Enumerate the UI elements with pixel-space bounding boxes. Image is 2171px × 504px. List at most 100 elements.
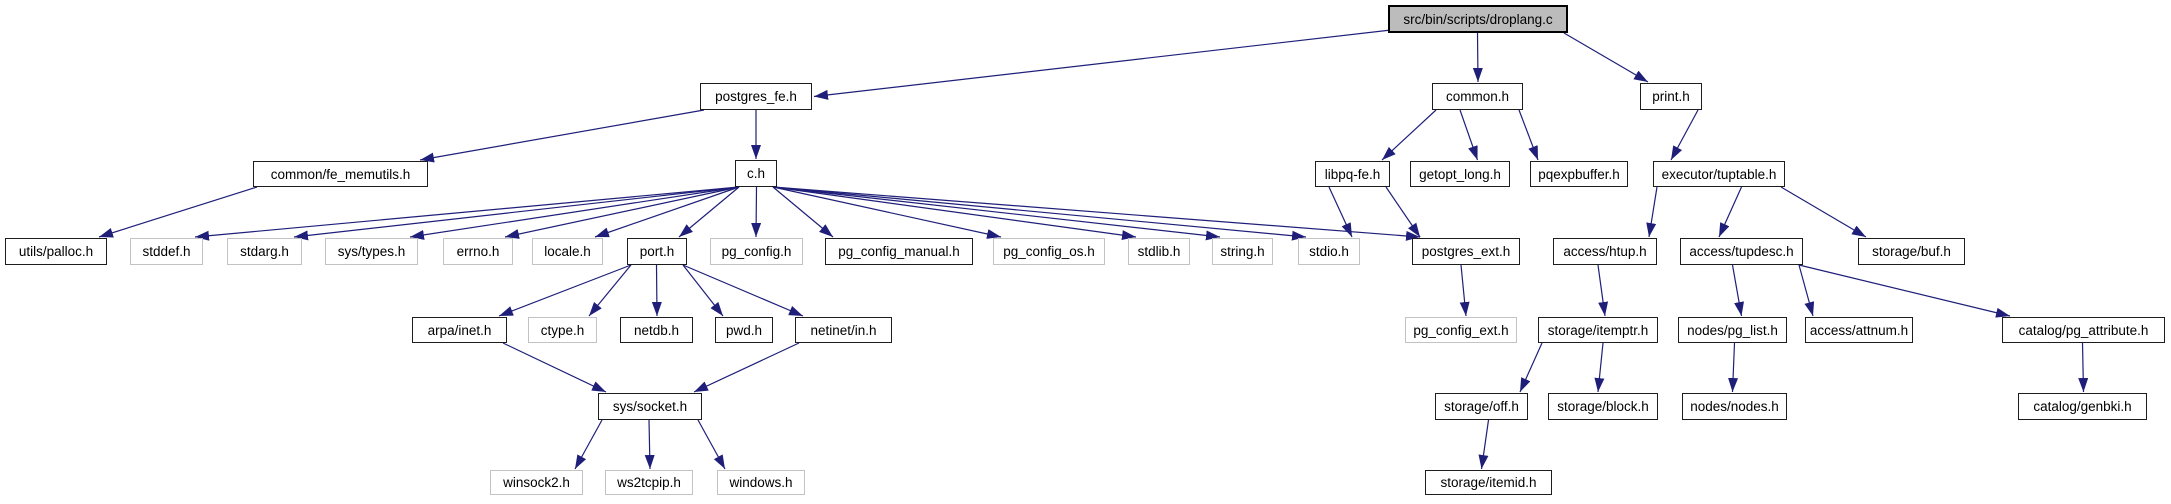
include-edge-netinet-in-to-sys-socket bbox=[693, 342, 800, 393]
node-pwd[interactable]: pwd.h bbox=[715, 317, 773, 343]
node-storage-off[interactable]: storage/off.h bbox=[1435, 393, 1528, 420]
node-port[interactable]: port.h bbox=[627, 238, 687, 265]
node-postgres-ext[interactable]: postgres_ext.h bbox=[1412, 238, 1520, 265]
node-label: postgres_ext.h bbox=[1421, 244, 1511, 259]
node-label: netinet/in.h bbox=[810, 322, 877, 338]
include-edge-postgres-ext-to-pg-config-ext bbox=[1459, 264, 1470, 317]
include-edge-access-tupdesc-to-catalog-pg-attribute bbox=[1798, 264, 2011, 318]
node-storage-itemptr[interactable]: storage/itemptr.h bbox=[1538, 317, 1658, 343]
node-stddef: stddef.h bbox=[130, 238, 203, 265]
node-nodes-pg-list[interactable]: nodes/pg_list.h bbox=[1678, 317, 1787, 343]
node-nodes-nodes[interactable]: nodes/nodes.h bbox=[1682, 393, 1787, 420]
include-edge-c-to-locale bbox=[594, 186, 740, 238]
node-label: pg_config_manual.h bbox=[838, 244, 960, 259]
node-pg-config-manual[interactable]: pg_config_manual.h bbox=[825, 238, 973, 265]
include-edge-c-to-port bbox=[678, 186, 740, 238]
node-netinet-in[interactable]: netinet/in.h bbox=[795, 317, 892, 343]
node-label: storage/off.h bbox=[1444, 399, 1519, 414]
include-edge-tuptable-to-access-tupdesc bbox=[1718, 186, 1743, 238]
include-edge-c-to-stdlib bbox=[772, 186, 1137, 241]
include-edge-port-to-netinet-in bbox=[682, 264, 804, 317]
include-edge-storage-itemptr-to-storage-block bbox=[1594, 342, 1605, 393]
node-label: access/attnum.h bbox=[1809, 322, 1909, 338]
include-edge-libpq-fe-to-postgres-ext bbox=[1385, 186, 1421, 238]
include-edge-tuptable-to-access-htup bbox=[1646, 186, 1658, 238]
node-c[interactable]: c.h bbox=[735, 160, 777, 187]
node-pg-config: pg_config.h bbox=[710, 238, 803, 265]
include-edge-arpa-inet-to-sys-socket bbox=[502, 342, 607, 393]
node-label: pqexpbuffer.h bbox=[1538, 166, 1620, 182]
node-label: pwd.h bbox=[725, 322, 763, 338]
node-label: netdb.h bbox=[633, 322, 680, 338]
include-edge-droplang-to-common bbox=[1472, 32, 1483, 83]
include-edge-common-to-getopt-long bbox=[1459, 109, 1479, 161]
node-storage-buf[interactable]: storage/buf.h bbox=[1858, 238, 1965, 265]
node-label: windows.h bbox=[729, 475, 793, 490]
include-edge-c-to-pg-config bbox=[751, 186, 762, 238]
node-print[interactable]: print.h bbox=[1640, 83, 1702, 110]
node-access-htup[interactable]: access/htup.h bbox=[1553, 238, 1657, 265]
node-stdarg: stdarg.h bbox=[227, 238, 302, 265]
node-fe-memutils[interactable]: common/fe_memutils.h bbox=[253, 161, 428, 187]
node-pqexpbuffer[interactable]: pqexpbuffer.h bbox=[1530, 161, 1628, 187]
node-netdb[interactable]: netdb.h bbox=[620, 317, 693, 343]
node-sys-socket[interactable]: sys/socket.h bbox=[598, 393, 702, 420]
node-label: pg_config_ext.h bbox=[1413, 322, 1509, 338]
node-label: sys/types.h bbox=[337, 244, 406, 259]
include-edge-port-to-arpa-inet bbox=[498, 264, 632, 317]
include-edge-storage-itemptr-to-storage-off bbox=[1519, 342, 1543, 393]
node-label: nodes/nodes.h bbox=[1690, 399, 1779, 414]
node-label: arpa/inet.h bbox=[427, 322, 492, 338]
node-getopt-long[interactable]: getopt_long.h bbox=[1410, 161, 1510, 187]
include-edge-libpq-fe-to-stdio bbox=[1328, 186, 1353, 238]
node-catalog-genbki[interactable]: catalog/genbki.h bbox=[2018, 393, 2147, 420]
node-common[interactable]: common.h bbox=[1432, 83, 1523, 110]
node-label: common/fe_memutils.h bbox=[270, 166, 411, 182]
node-access-attnum[interactable]: access/attnum.h bbox=[1805, 317, 1913, 343]
node-label: access/tupdesc.h bbox=[1689, 244, 1794, 259]
node-errno: errno.h bbox=[443, 238, 513, 265]
node-label: port.h bbox=[639, 244, 675, 259]
include-edge-access-tupdesc-to-nodes-pg-list bbox=[1731, 264, 1744, 317]
node-storage-itemid[interactable]: storage/itemid.h bbox=[1425, 470, 1552, 495]
include-edge-catalog-pg-attribute-to-catalog-genbki bbox=[2078, 342, 2089, 393]
node-label: catalog/genbki.h bbox=[2033, 399, 2132, 414]
include-edge-c-to-postgres-ext bbox=[772, 186, 1421, 241]
include-edge-c-to-stdarg bbox=[293, 186, 740, 241]
node-libpq-fe[interactable]: libpq-fe.h bbox=[1315, 161, 1390, 187]
include-edge-port-to-pwd bbox=[682, 264, 724, 317]
node-label: pg_config.h bbox=[721, 244, 792, 259]
include-edge-access-tupdesc-to-access-attnum bbox=[1798, 264, 1815, 317]
node-utils-palloc[interactable]: utils/palloc.h bbox=[5, 238, 107, 265]
node-label: string.h bbox=[1220, 244, 1265, 259]
node-droplang: src/bin/scripts/droplang.c bbox=[1388, 5, 1568, 33]
node-tuptable[interactable]: executor/tuptable.h bbox=[1653, 161, 1785, 187]
node-stdio: stdio.h bbox=[1298, 238, 1360, 265]
node-pg-config-ext: pg_config_ext.h bbox=[1405, 317, 1517, 343]
include-edge-droplang-to-postgres-fe bbox=[813, 29, 1392, 100]
include-edge-nodes-pg-list-to-nodes-nodes bbox=[1728, 342, 1739, 393]
include-edge-common-to-libpq-fe bbox=[1381, 109, 1437, 161]
include-edge-port-to-netdb bbox=[651, 264, 662, 317]
node-label: c.h bbox=[746, 166, 765, 181]
include-edge-droplang-to-print bbox=[1563, 32, 1649, 83]
include-edge-port-to-ctype bbox=[588, 264, 632, 317]
node-windows: windows.h bbox=[717, 470, 805, 495]
node-label: ctype.h bbox=[540, 322, 585, 338]
node-postgres-fe[interactable]: postgres_fe.h bbox=[700, 83, 812, 110]
node-label: stddef.h bbox=[142, 244, 191, 259]
node-ctype: ctype.h bbox=[528, 317, 597, 343]
node-label: storage/buf.h bbox=[1872, 244, 1951, 259]
node-label: pg_config_os.h bbox=[1003, 244, 1095, 259]
node-arpa-inet[interactable]: arpa/inet.h bbox=[412, 317, 507, 343]
include-edge-c-to-pg-config-manual bbox=[772, 186, 834, 238]
include-edge-postgres-fe-to-fe-memutils bbox=[419, 109, 705, 163]
node-label: errno.h bbox=[456, 244, 500, 259]
node-access-tupdesc[interactable]: access/tupdesc.h bbox=[1680, 238, 1803, 265]
node-label: stdio.h bbox=[1309, 244, 1349, 259]
include-edge-print-to-tuptable bbox=[1670, 109, 1699, 161]
node-catalog-pg-attribute[interactable]: catalog/pg_attribute.h bbox=[2002, 317, 2165, 343]
node-storage-block[interactable]: storage/block.h bbox=[1548, 393, 1658, 420]
node-label: ws2tcpip.h bbox=[617, 475, 681, 490]
